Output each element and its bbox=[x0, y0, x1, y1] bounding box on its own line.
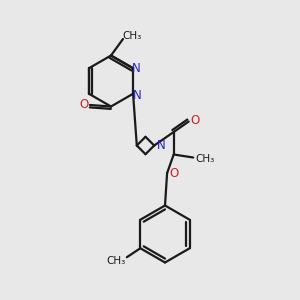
Text: N: N bbox=[156, 139, 165, 152]
Text: CH₃: CH₃ bbox=[122, 31, 142, 41]
Text: N: N bbox=[132, 62, 140, 75]
Text: N: N bbox=[133, 89, 142, 102]
Text: O: O bbox=[169, 167, 178, 180]
Text: CH₃: CH₃ bbox=[195, 154, 214, 164]
Text: O: O bbox=[190, 113, 199, 127]
Text: CH₃: CH₃ bbox=[107, 256, 126, 266]
Text: O: O bbox=[80, 98, 88, 111]
